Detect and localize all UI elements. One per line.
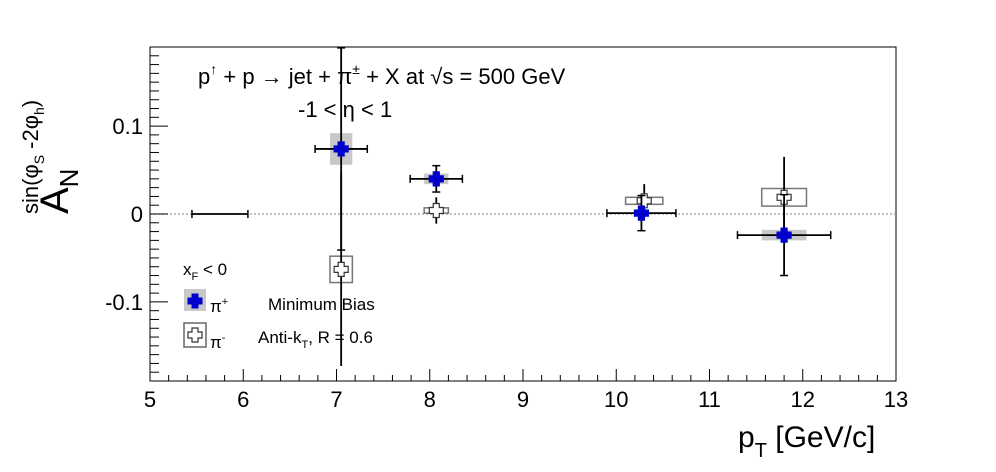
legend-pip-marker: [187, 293, 203, 309]
legend-text-minbias: Minimum Bias: [268, 295, 375, 314]
x-tick-label: 8: [424, 387, 436, 412]
legend: xF < 0 π+ Minimum Bias π- Anti-kT, R = 0…: [183, 260, 375, 352]
x-tick-label: 10: [604, 387, 628, 412]
pip-marker: [428, 171, 444, 187]
pip-marker: [333, 141, 349, 157]
chart-title-line2: -1 < η < 1: [298, 97, 392, 122]
x-tick-label: 7: [330, 387, 342, 412]
pip-marker: [633, 205, 650, 221]
pim-marker: [428, 202, 444, 219]
x-tick-label: 13: [884, 387, 908, 412]
x-tick-label: 6: [237, 387, 249, 412]
data-marks: [191, 47, 832, 367]
x-tick-label: 12: [791, 387, 815, 412]
x-tick-label: 9: [517, 387, 529, 412]
legend-pim-label: π-: [210, 332, 226, 352]
pip-marker: [776, 227, 792, 243]
y-tick-label: -0.1: [105, 290, 143, 315]
svg-text:AN: AN: [33, 169, 84, 214]
x-axis-label: pT [GeV/c]: [738, 421, 875, 462]
legend-pip-label: π+: [210, 296, 228, 316]
pim-marker: [636, 193, 652, 209]
chart-title-line1: p↑ + p → jet + π± + X at √s = 500 GeV: [198, 61, 566, 89]
x-tick-labels: 5 6 7 8 9 10 11 12 13: [144, 387, 908, 412]
y-tick-label: 0: [131, 202, 143, 227]
legend-header: xF < 0: [183, 260, 227, 283]
y-tick-labels: 0.1 0 -0.1: [105, 114, 143, 315]
svg-text:sin(φS -2φh): sin(φS -2φh): [18, 100, 47, 214]
y-axis-label: AN sin(φS -2φh): [18, 100, 84, 214]
x-tick-label: 5: [144, 387, 156, 412]
axis-ticks: [149, 46, 897, 382]
x-tick-label: 11: [698, 387, 721, 412]
pim-marker: [333, 261, 349, 277]
legend-text-antikt: Anti-kT, R = 0.6: [258, 328, 373, 351]
legend-pim-marker: [187, 327, 203, 343]
y-tick-label: 0.1: [112, 114, 143, 139]
legend-pim-box: [183, 322, 207, 348]
